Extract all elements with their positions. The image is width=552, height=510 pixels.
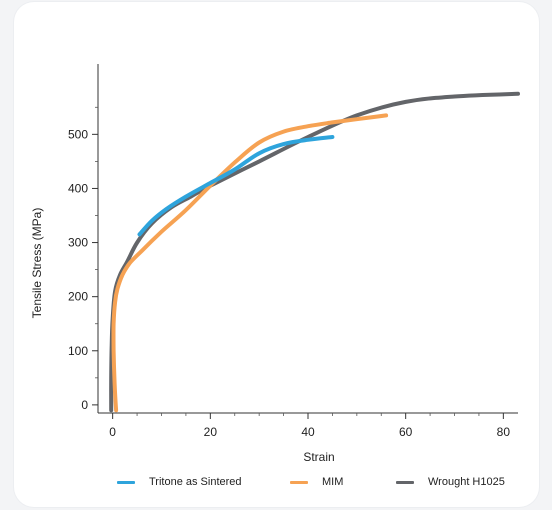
legend-swatch-mim: [290, 480, 308, 484]
y-axis-label: Tensile Stress (MPa): [30, 208, 44, 319]
legend-item-wrought: Wrought H1025: [396, 476, 505, 488]
axes: 0 20 40 60 80 0 100 200 300 400 500: [68, 64, 518, 439]
series-layer: [109, 91, 520, 413]
series-line-wrought: [109, 91, 520, 413]
legend: Tritone as Sintered MIM Wrought H1025: [0, 476, 552, 496]
legend-label-mim: MIM: [322, 476, 344, 488]
legend-swatch-wrought: [396, 480, 414, 484]
x-tick-label: 20: [204, 425, 218, 439]
x-axis-label: Strain: [303, 450, 334, 464]
legend-swatch-tritone: [117, 480, 135, 484]
y-tick-label: 400: [68, 181, 88, 195]
y-tick-label: 500: [68, 127, 88, 141]
x-tick-label: 80: [497, 425, 511, 439]
y-tick-label: 300: [68, 236, 88, 250]
legend-item-mim: MIM: [290, 476, 343, 488]
x-tick-label: 40: [301, 425, 315, 439]
legend-label-wrought: Wrought H1025: [428, 476, 505, 488]
series-line-mim: [111, 113, 389, 413]
chart-card: [14, 2, 539, 507]
y-tick-label: 200: [68, 290, 88, 304]
x-tick-label: 60: [399, 425, 413, 439]
legend-item-tritone: Tritone as Sintered: [117, 476, 242, 488]
y-tick-label: 0: [81, 398, 88, 412]
legend-label-tritone: Tritone as Sintered: [149, 476, 242, 488]
x-tick-label: 0: [109, 425, 116, 439]
series-line-tritone: [137, 135, 335, 237]
y-tick-label: 100: [68, 344, 88, 358]
